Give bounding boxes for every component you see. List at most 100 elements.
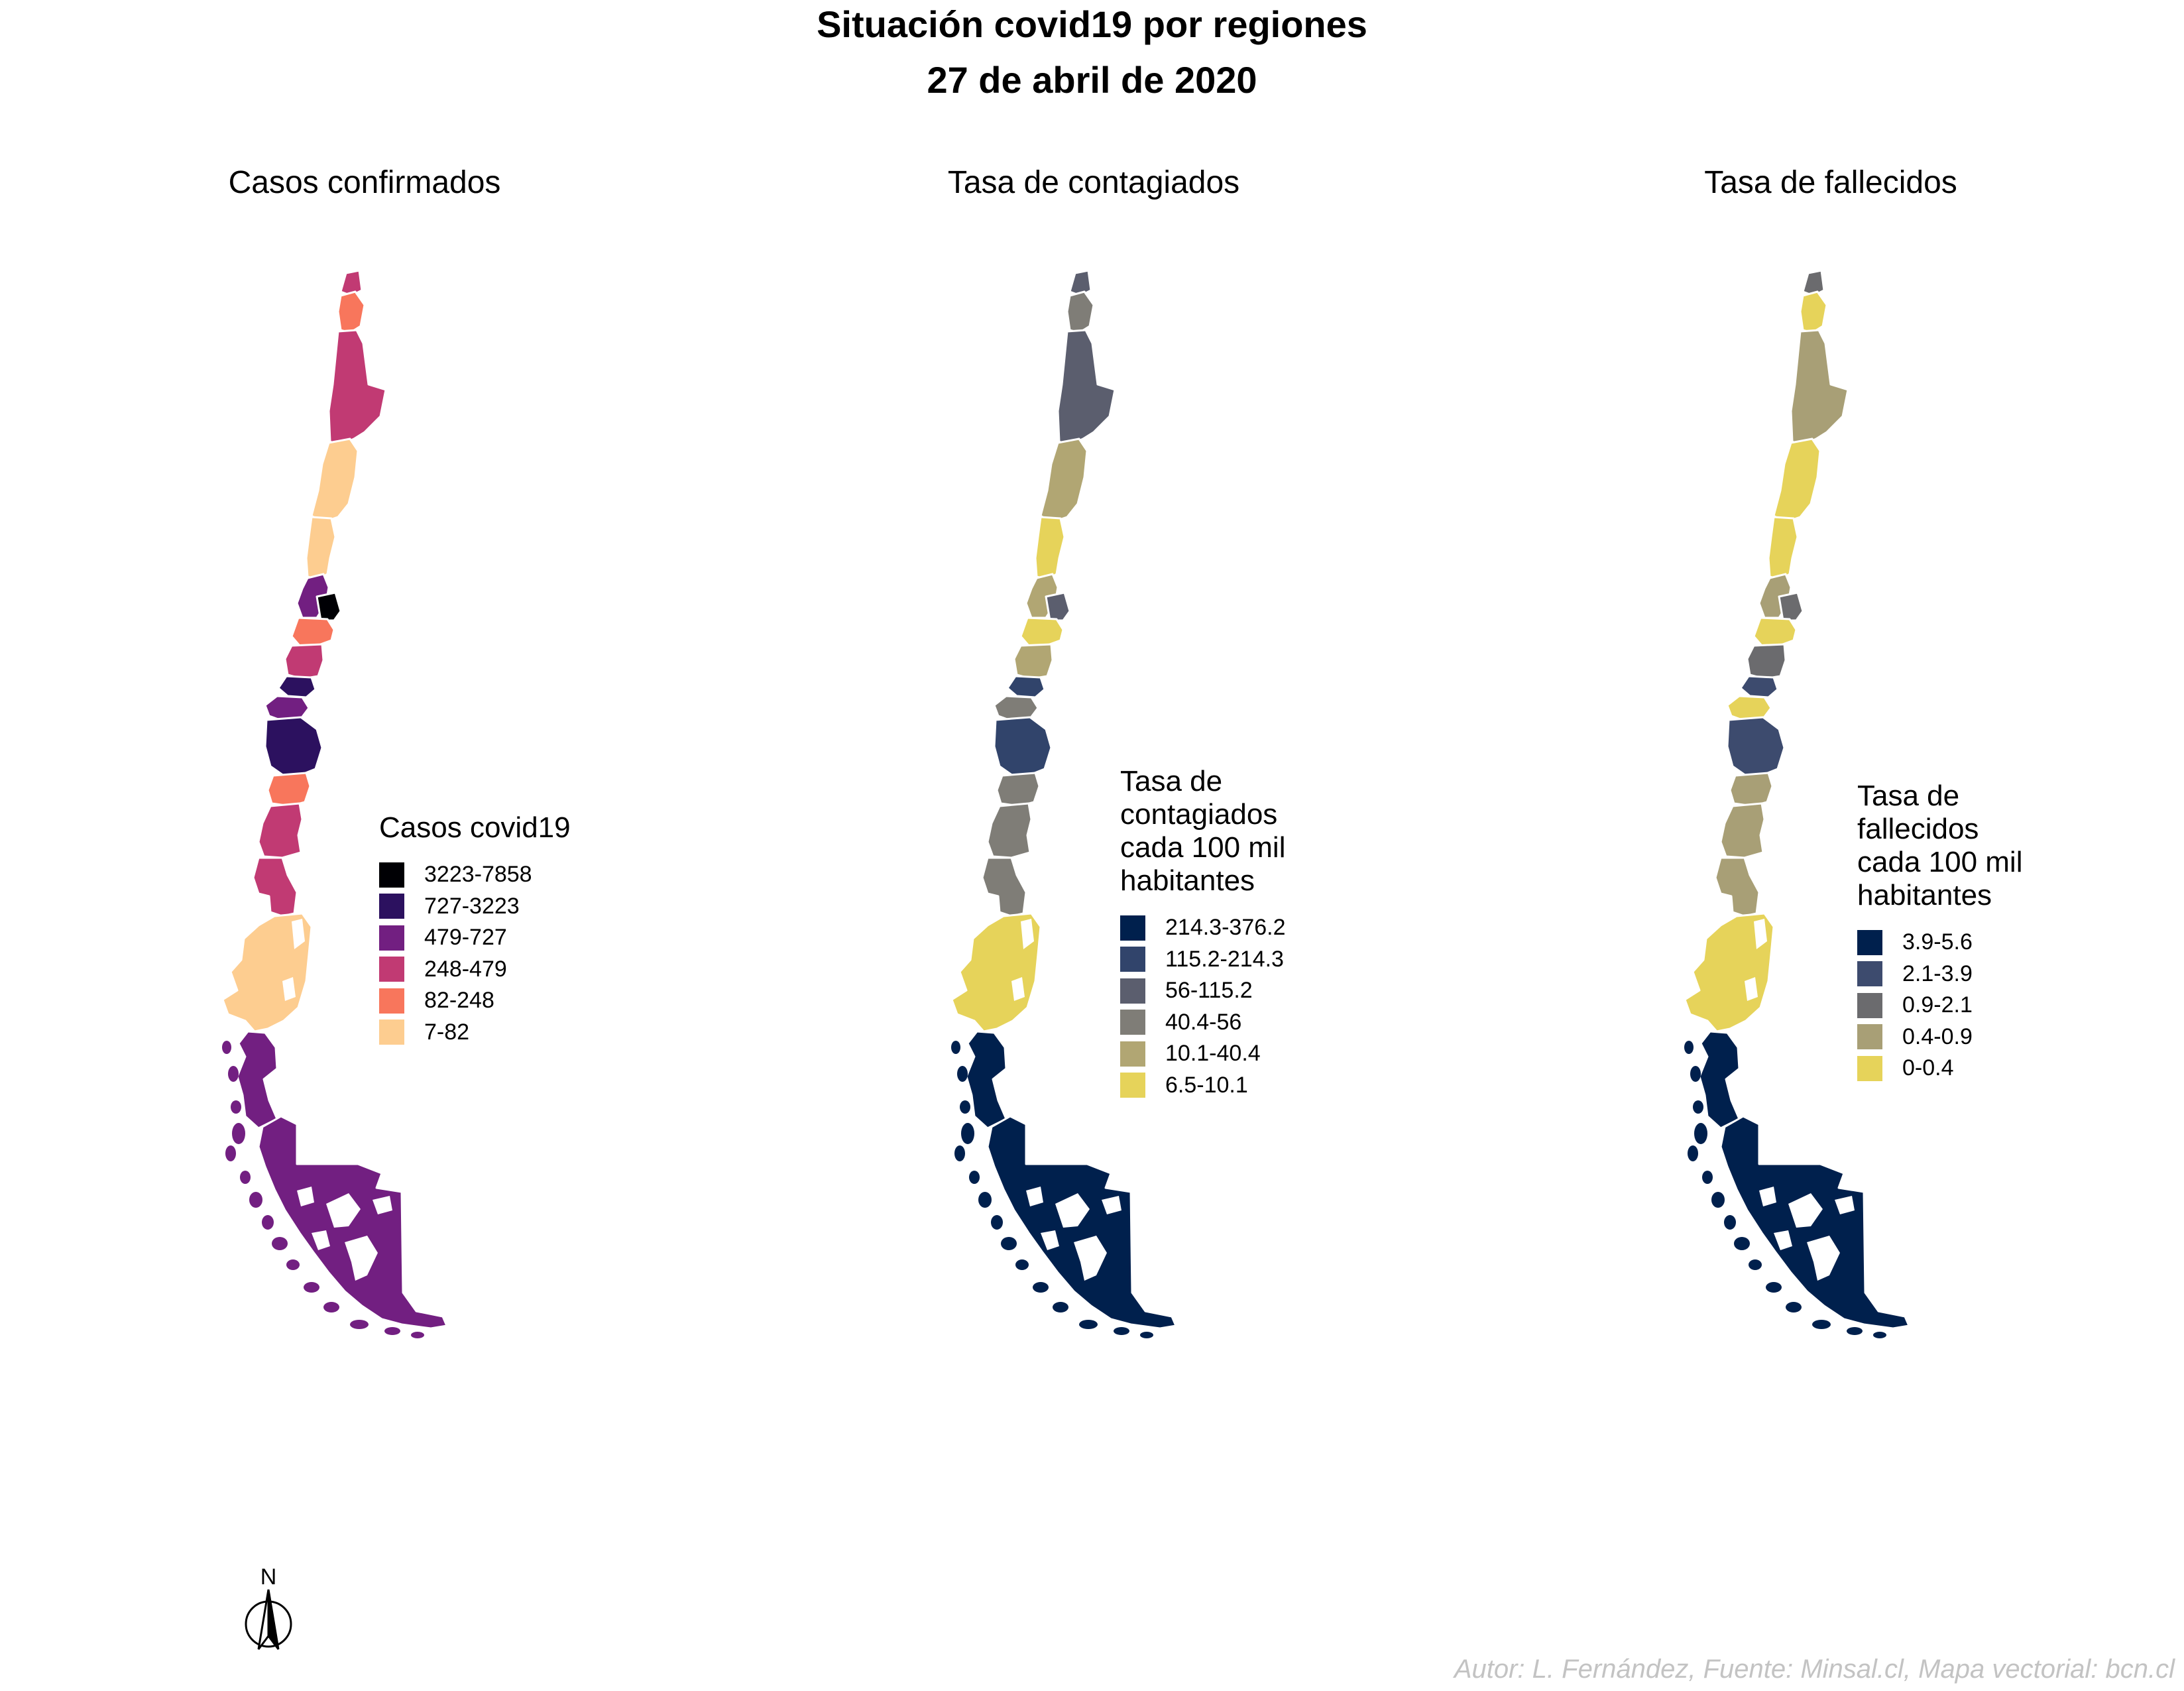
island xyxy=(286,1259,300,1270)
legend-item: 56-115.2 xyxy=(1120,975,1286,1007)
legend-swatch xyxy=(1857,929,1882,955)
legend-label: 40.4-56 xyxy=(1165,1009,1242,1035)
island xyxy=(1724,1215,1736,1230)
island xyxy=(1015,1259,1029,1270)
fjord-gap xyxy=(1021,919,1034,949)
island xyxy=(232,1123,245,1144)
region-5 xyxy=(1767,516,1799,581)
region-14 xyxy=(1719,802,1766,859)
fjord-gap xyxy=(1754,919,1767,949)
fjord-gap xyxy=(1807,1236,1840,1281)
legend-swatch xyxy=(1120,978,1145,1004)
island xyxy=(225,1145,236,1161)
legend-item: 7-82 xyxy=(379,1017,571,1049)
legend-item: 6.5-10.1 xyxy=(1120,1070,1286,1102)
region-15 xyxy=(1714,856,1760,917)
legend-title-casos: Casos covid19 xyxy=(379,811,571,844)
legend-item: 115.2-214.3 xyxy=(1120,944,1286,976)
island xyxy=(1688,1145,1698,1161)
region-17 xyxy=(236,1030,278,1130)
legend-swatch xyxy=(1120,915,1145,941)
legend-casos: Casos covid19 3223-7858 727-3223 479-727 24… xyxy=(379,811,571,1048)
fjord-gap xyxy=(1774,1230,1792,1250)
island xyxy=(1694,1123,1707,1144)
legend-label: 3223-7858 xyxy=(424,862,532,888)
legend-swatch xyxy=(379,925,404,951)
legend-item: 248-479 xyxy=(379,954,571,986)
legend-label: 214.3-376.2 xyxy=(1165,915,1286,941)
fjord-gap xyxy=(312,1230,330,1250)
island xyxy=(262,1215,274,1230)
legend-item: 3.9-5.6 xyxy=(1857,927,2022,959)
region-4 xyxy=(1772,437,1821,524)
region-5 xyxy=(305,516,337,581)
legend-swatch xyxy=(379,957,404,982)
legend-item: 0.4-0.9 xyxy=(1857,1021,2022,1053)
legend-title-tasa-contagiados: Tasa de contagiados cada 100 mil habitan… xyxy=(1120,765,1286,897)
region-18 xyxy=(986,1115,1177,1330)
fjord-gap xyxy=(297,1187,314,1206)
legend-swatch xyxy=(1120,1041,1145,1067)
fjord-gap xyxy=(1745,977,1758,1001)
region-5 xyxy=(1034,516,1066,581)
region-17 xyxy=(965,1030,1007,1130)
legend-swatch xyxy=(1120,1010,1145,1035)
fjord-gap xyxy=(1074,1236,1107,1281)
north-arrow-label: N xyxy=(260,1564,277,1590)
legend-item: 0-0.4 xyxy=(1857,1053,2022,1084)
legend-swatch xyxy=(379,894,404,919)
legend-label: 3.9-5.6 xyxy=(1902,929,1973,955)
region-12 xyxy=(264,716,323,777)
island xyxy=(240,1171,251,1184)
fjord-gap xyxy=(1102,1196,1121,1214)
region-4 xyxy=(1039,437,1088,524)
fjord-gap xyxy=(1041,1230,1059,1250)
region-2 xyxy=(1799,290,1828,334)
legend-item: 0.9-2.1 xyxy=(1857,990,2022,1021)
island xyxy=(1702,1171,1713,1184)
legend-item: 40.4-56 xyxy=(1120,1007,1286,1039)
region-16 xyxy=(221,912,313,1033)
region-2 xyxy=(1066,290,1095,334)
island xyxy=(1847,1327,1863,1335)
island xyxy=(272,1237,288,1250)
region-7 xyxy=(1778,591,1804,622)
island xyxy=(1693,1100,1703,1114)
region-12 xyxy=(1726,716,1786,777)
legend-swatch xyxy=(1120,1073,1145,1098)
legend-label: 7-82 xyxy=(424,1019,470,1045)
legend-item: 479-727 xyxy=(379,922,571,954)
map-title: Situación covid19 por regiones xyxy=(817,3,1367,45)
region-14 xyxy=(257,802,304,859)
island xyxy=(1053,1302,1068,1312)
region-13 xyxy=(266,772,312,807)
island xyxy=(1079,1320,1098,1329)
legend-item: 10.1-40.4 xyxy=(1120,1038,1286,1070)
region-8 xyxy=(1753,616,1798,647)
legend-label: 2.1-3.9 xyxy=(1902,961,1973,986)
island xyxy=(249,1192,262,1208)
legend-swatch xyxy=(1857,961,1882,987)
legend-swatch xyxy=(1857,1055,1882,1081)
fjord-gap xyxy=(1026,1187,1043,1206)
map-tasa-contagiados xyxy=(950,269,1177,1338)
region-15 xyxy=(252,856,298,917)
island xyxy=(961,1123,974,1144)
island xyxy=(1766,1282,1782,1293)
caption: Autor: L. Fernández, Fuente: Minsal.cl, … xyxy=(1454,1655,2175,1684)
panel-title-tasa-fallecidos: Tasa de fallecidos xyxy=(1704,165,1957,200)
region-18 xyxy=(1719,1115,1910,1330)
fjord-gap xyxy=(345,1236,378,1281)
region-3 xyxy=(1057,329,1116,447)
legend-label: 0-0.4 xyxy=(1902,1055,1954,1081)
region-13 xyxy=(996,772,1041,807)
island xyxy=(350,1320,369,1329)
region-9 xyxy=(1746,643,1787,680)
region-4 xyxy=(310,437,359,524)
region-16 xyxy=(1684,912,1775,1033)
island xyxy=(304,1282,319,1293)
island xyxy=(1684,1041,1694,1054)
legend-label: 115.2-214.3 xyxy=(1165,946,1284,972)
fjord-gap xyxy=(1835,1196,1855,1214)
legend-item: 727-3223 xyxy=(379,891,571,923)
